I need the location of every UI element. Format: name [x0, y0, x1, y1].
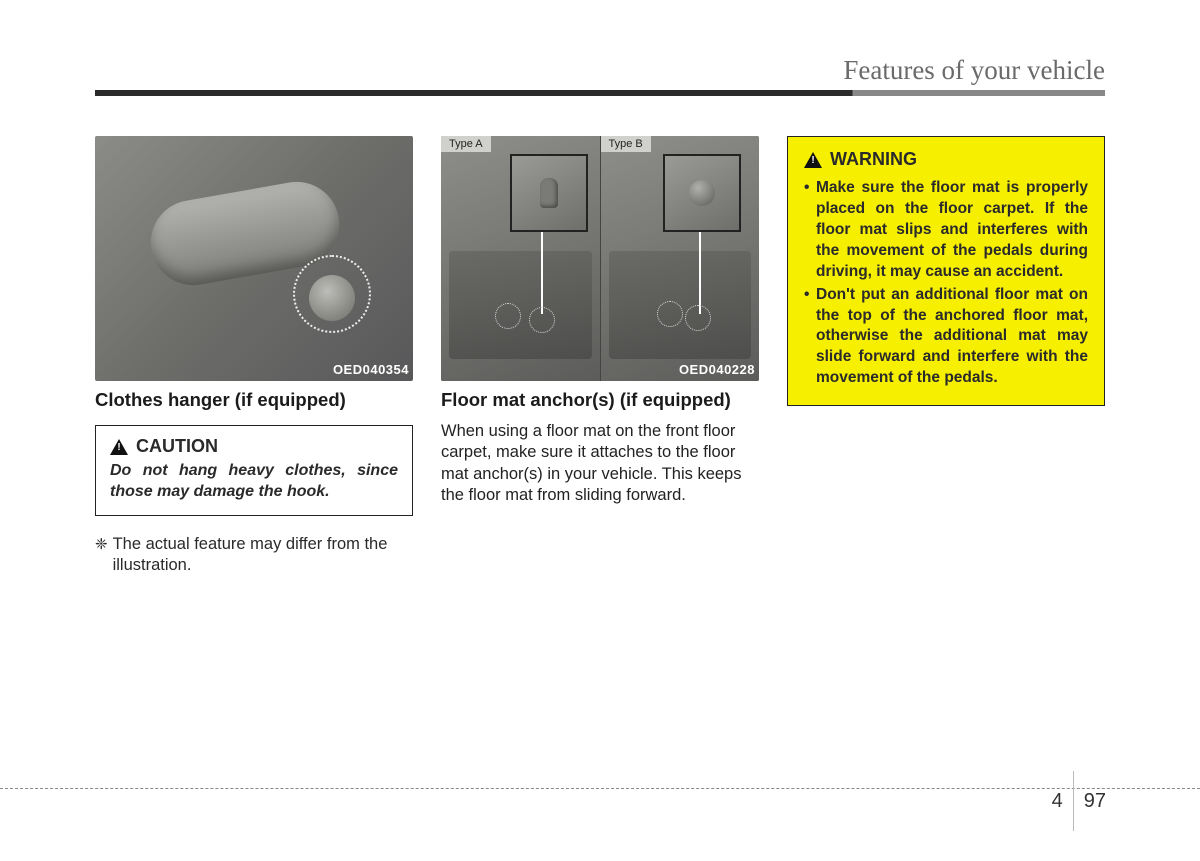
floor-mat-a — [449, 251, 592, 359]
figure-type-a: Type A — [441, 136, 600, 381]
column-1: OED040354 Clothes hanger (if equipped) C… — [95, 136, 413, 576]
hanger-hook — [309, 275, 355, 321]
callout-line — [699, 232, 701, 314]
body-floor-mat: When using a floor mat on the front floo… — [441, 421, 759, 507]
figure-code: OED040228 — [679, 362, 755, 377]
heading-floor-mat: Floor mat anchor(s) (if equipped) — [441, 389, 759, 411]
highlight-circle — [529, 307, 555, 333]
type-b-label: Type B — [601, 136, 651, 152]
footer-divider — [0, 788, 1200, 789]
warning-list: Make sure the floor mat is properly plac… — [804, 178, 1088, 389]
inset-type-a — [510, 154, 588, 232]
column-3: WARNING Make sure the floor mat is prope… — [787, 136, 1105, 576]
figure-split: Type A Type B — [441, 136, 759, 381]
highlight-circle — [657, 301, 683, 327]
column-2: Type A Type B — [441, 136, 759, 576]
manual-page: Features of your vehicle OED040354 Cloth… — [0, 0, 1200, 861]
caution-label: CAUTION — [136, 436, 218, 457]
page-header: Features of your vehicle — [95, 55, 1105, 86]
figure-floor-mat: Type A Type B — [441, 136, 759, 381]
note-text: The actual feature may differ from the i… — [113, 534, 413, 577]
chapter-number: 4 — [1052, 790, 1063, 813]
warning-box: WARNING Make sure the floor mat is prope… — [787, 136, 1105, 406]
footnote: ❈ The actual feature may differ from the… — [95, 534, 413, 577]
warning-triangle-icon — [804, 152, 822, 168]
anchor-button-shape — [689, 180, 715, 206]
warning-item: Don't put an additional floor mat on the… — [804, 285, 1088, 390]
anchor-hook-shape — [540, 178, 558, 208]
note-marker-icon: ❈ — [95, 534, 108, 577]
caution-box: CAUTION Do not hang heavy clothes, since… — [95, 425, 413, 516]
header-rule — [95, 90, 1105, 96]
callout-line — [541, 232, 543, 314]
warning-head: WARNING — [804, 149, 1088, 170]
page-number: 4 97 — [1052, 771, 1106, 831]
figure-clothes-hanger: OED040354 — [95, 136, 413, 381]
caution-head: CAUTION — [110, 436, 398, 457]
inset-type-b — [663, 154, 741, 232]
figure-code: OED040354 — [333, 362, 409, 377]
type-a-label: Type A — [441, 136, 491, 152]
highlight-circle — [495, 303, 521, 329]
figure-type-b: Type B — [600, 136, 760, 381]
heading-clothes-hanger: Clothes hanger (if equipped) — [95, 389, 413, 411]
warning-label: WARNING — [830, 149, 917, 170]
warning-item: Make sure the floor mat is properly plac… — [804, 178, 1088, 283]
page-num-separator — [1073, 771, 1074, 831]
caution-text: Do not hang heavy clothes, since those m… — [110, 461, 398, 503]
warning-triangle-icon — [110, 439, 128, 455]
section-title: Features of your vehicle — [843, 55, 1105, 85]
highlight-circle — [685, 305, 711, 331]
content-columns: OED040354 Clothes hanger (if equipped) C… — [95, 136, 1105, 576]
page-number-value: 97 — [1084, 790, 1106, 813]
